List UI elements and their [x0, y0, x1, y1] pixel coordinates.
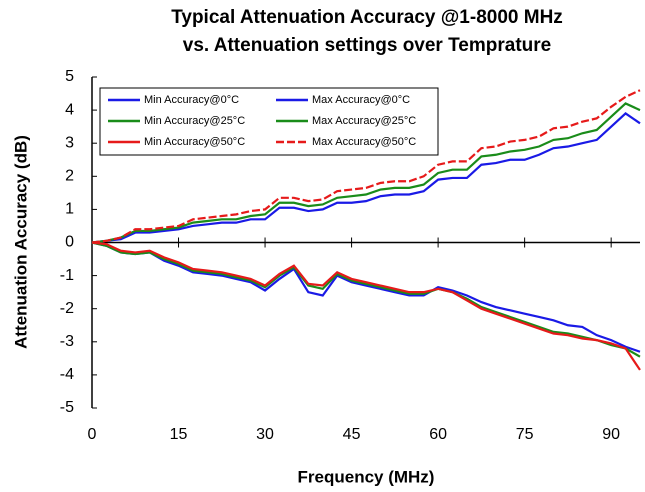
- y-tick-label: -1: [60, 267, 74, 284]
- legend-label: Max Accuracy@25°C: [312, 115, 416, 127]
- y-tick-label: 2: [65, 168, 74, 185]
- legend-box: [99, 87, 439, 156]
- x-tick-label: 0: [88, 426, 97, 443]
- x-tick-label: 30: [256, 426, 274, 443]
- y-tick-label: 0: [65, 234, 74, 251]
- y-tick-label: 4: [65, 101, 74, 118]
- x-tick-label: 15: [170, 426, 188, 443]
- legend-label: Max Accuracy@0°C: [312, 94, 410, 106]
- y-tick-label: -4: [60, 366, 74, 383]
- line-series: [91, 112, 641, 244]
- chart-title: vs. Attenuation settings over Temprature: [183, 35, 551, 56]
- x-tick-label: 60: [429, 426, 447, 443]
- y-tick-label: 1: [65, 201, 74, 218]
- legend-label: Min Accuracy@50°C: [144, 136, 245, 148]
- y-tick-label: -5: [60, 399, 74, 416]
- x-axis-label: Frequency (MHz): [298, 467, 435, 486]
- y-axis-label: Attenuation Accuracy (dB): [11, 135, 30, 349]
- legend-label: Max Accuracy@50°C: [312, 136, 416, 148]
- line-series: [91, 241, 641, 371]
- line-series: [91, 241, 641, 353]
- x-tick-label: 90: [602, 426, 620, 443]
- line-series: [91, 241, 641, 358]
- y-tick-label: -3: [60, 333, 74, 350]
- x-tick-label: 75: [516, 426, 534, 443]
- y-tick-label: 3: [65, 134, 74, 151]
- legend-label: Min Accuracy@25°C: [144, 115, 245, 127]
- line-series: [91, 102, 641, 244]
- y-tick-label: 5: [65, 68, 74, 85]
- legend-label: Min Accuracy@0°C: [144, 94, 239, 106]
- y-tick-label: -2: [60, 300, 74, 317]
- line-series: [91, 89, 641, 244]
- chart-title: Typical Attenuation Accuracy @1-8000 MHz: [171, 7, 563, 28]
- x-tick-label: 45: [343, 426, 361, 443]
